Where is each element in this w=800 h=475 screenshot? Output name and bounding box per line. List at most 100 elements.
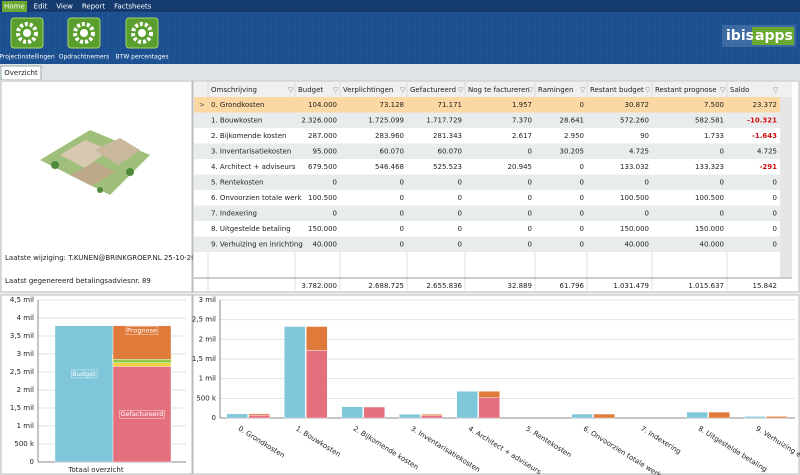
cell: 0 — [458, 209, 462, 217]
cell: 0 — [528, 147, 532, 155]
logo-text: apps — [755, 28, 793, 44]
cell: 4.725 — [629, 147, 649, 155]
table-row[interactable] — [194, 205, 780, 222]
menu-bar — [0, 0, 800, 12]
logo: ibis apps — [722, 25, 796, 47]
y-tick-label: 500 k — [14, 440, 35, 448]
cell: 150.000 — [308, 225, 337, 233]
cell: 281.343 — [433, 132, 462, 140]
bar — [306, 326, 328, 351]
bar — [571, 413, 593, 419]
column-header[interactable]: Verplichtingen — [343, 86, 393, 94]
table-row[interactable] — [194, 159, 780, 175]
column-header[interactable]: Gefactureerd — [410, 86, 456, 94]
gear[interactable] — [73, 22, 95, 44]
cell: 60.070 — [438, 147, 463, 155]
filter-icon: ▽ — [333, 86, 339, 94]
table-row[interactable] — [194, 221, 780, 237]
bar — [226, 413, 248, 419]
menu-active — [2, 1, 27, 12]
cell: 0 — [580, 163, 584, 171]
info-text: Laatste wijziging: T.KUNEN@BRINKGROEP.NL… — [5, 254, 205, 262]
gear-hub[interactable] — [138, 29, 146, 37]
cell: 4.725 — [757, 147, 777, 155]
bar — [421, 415, 443, 419]
cell: 0 — [580, 225, 584, 233]
cell: 104.000 — [308, 101, 337, 109]
logo-text: ibis — [726, 28, 754, 44]
bar — [744, 416, 766, 419]
gear-hub[interactable] — [80, 29, 88, 37]
bar — [593, 413, 615, 419]
table-row[interactable] — [194, 190, 780, 206]
toolbar-label[interactable]: BTW percentages — [116, 54, 169, 61]
menu-item[interactable]: View — [56, 3, 73, 11]
column-header[interactable]: Saldo — [730, 86, 749, 94]
cell: 0 — [580, 194, 584, 202]
cell: 73.128 — [380, 101, 405, 109]
cell: 0 — [773, 194, 777, 202]
table-row[interactable] — [194, 112, 780, 129]
gear-hub[interactable] — [23, 29, 31, 37]
filter-icon: ▽ — [720, 86, 726, 94]
cell: 0 — [400, 194, 404, 202]
tab-strip — [0, 64, 800, 80]
cell: 0 — [528, 240, 532, 248]
scrollbar[interactable] — [780, 97, 792, 277]
cell: 2. Bijkomende kosten — [211, 132, 286, 140]
toolbar-label[interactable]: Projectinstellingen — [0, 54, 55, 61]
cell: 0 — [580, 209, 584, 217]
table-header — [194, 82, 792, 97]
cell: 1.733 — [704, 132, 724, 140]
y-tick-label: 3 mil — [199, 296, 216, 304]
cell: 5. Rentekosten — [211, 178, 263, 186]
cell: 28.641 — [560, 116, 585, 124]
gear[interactable] — [131, 22, 153, 44]
bar — [248, 413, 270, 416]
column-header[interactable]: Restant budget — [590, 86, 644, 94]
total-cell: 1.031.479 — [613, 282, 649, 290]
cell: 0 — [458, 178, 462, 186]
filter-icon: ▽ — [400, 86, 406, 94]
cell: 133.323 — [695, 163, 724, 171]
y-tick-label: 2 mil — [17, 386, 34, 394]
cell: 1.717.729 — [426, 116, 462, 124]
column-header[interactable]: Nog te factureren — [468, 86, 530, 94]
cell: 2.617 — [512, 132, 532, 140]
column-header[interactable]: Budget — [298, 86, 323, 94]
cell: 679.500 — [308, 163, 337, 171]
gear[interactable] — [16, 22, 38, 44]
x-axis-label: Totaal overzicht — [67, 466, 123, 474]
cell: -10.321 — [747, 116, 777, 124]
cell: 525.523 — [433, 163, 462, 171]
tab-label[interactable]: Overzicht — [4, 69, 38, 77]
column-header[interactable]: Restant prognose — [655, 86, 717, 94]
total-cell: 1.015.637 — [688, 282, 724, 290]
menu-item[interactable]: Home — [4, 3, 25, 11]
cell: -1.643 — [752, 132, 777, 140]
filter-icon: ▽ — [528, 86, 534, 94]
toolbar-label[interactable]: Opdrachtnemers — [59, 54, 110, 61]
cell: 0 — [458, 240, 462, 248]
cell: 1.725.099 — [368, 116, 404, 124]
y-tick-label: 4 mil — [17, 314, 34, 322]
series-label: Prognose — [127, 326, 157, 334]
table-row[interactable] — [194, 97, 780, 113]
menu-item[interactable]: Report — [82, 3, 105, 11]
total-cell: 61.796 — [560, 282, 585, 290]
table-row[interactable] — [194, 174, 780, 191]
bar — [112, 358, 172, 363]
y-tick-label: 3,5 mil — [10, 332, 34, 340]
column-header[interactable]: Ramingen — [538, 86, 573, 94]
cell: 150.000 — [620, 225, 649, 233]
table-row[interactable] — [194, 236, 780, 253]
cell: 0 — [720, 147, 724, 155]
menu-item[interactable]: Factsheets — [114, 3, 152, 11]
table-row[interactable] — [194, 143, 780, 160]
column-header[interactable]: Omschrijving — [211, 86, 257, 94]
cell: 23.372 — [753, 101, 778, 109]
cell: 9. Verhuizing en inrichting — [211, 240, 303, 248]
table-row[interactable] — [194, 128, 780, 144]
menu-item[interactable]: Edit — [34, 3, 48, 11]
